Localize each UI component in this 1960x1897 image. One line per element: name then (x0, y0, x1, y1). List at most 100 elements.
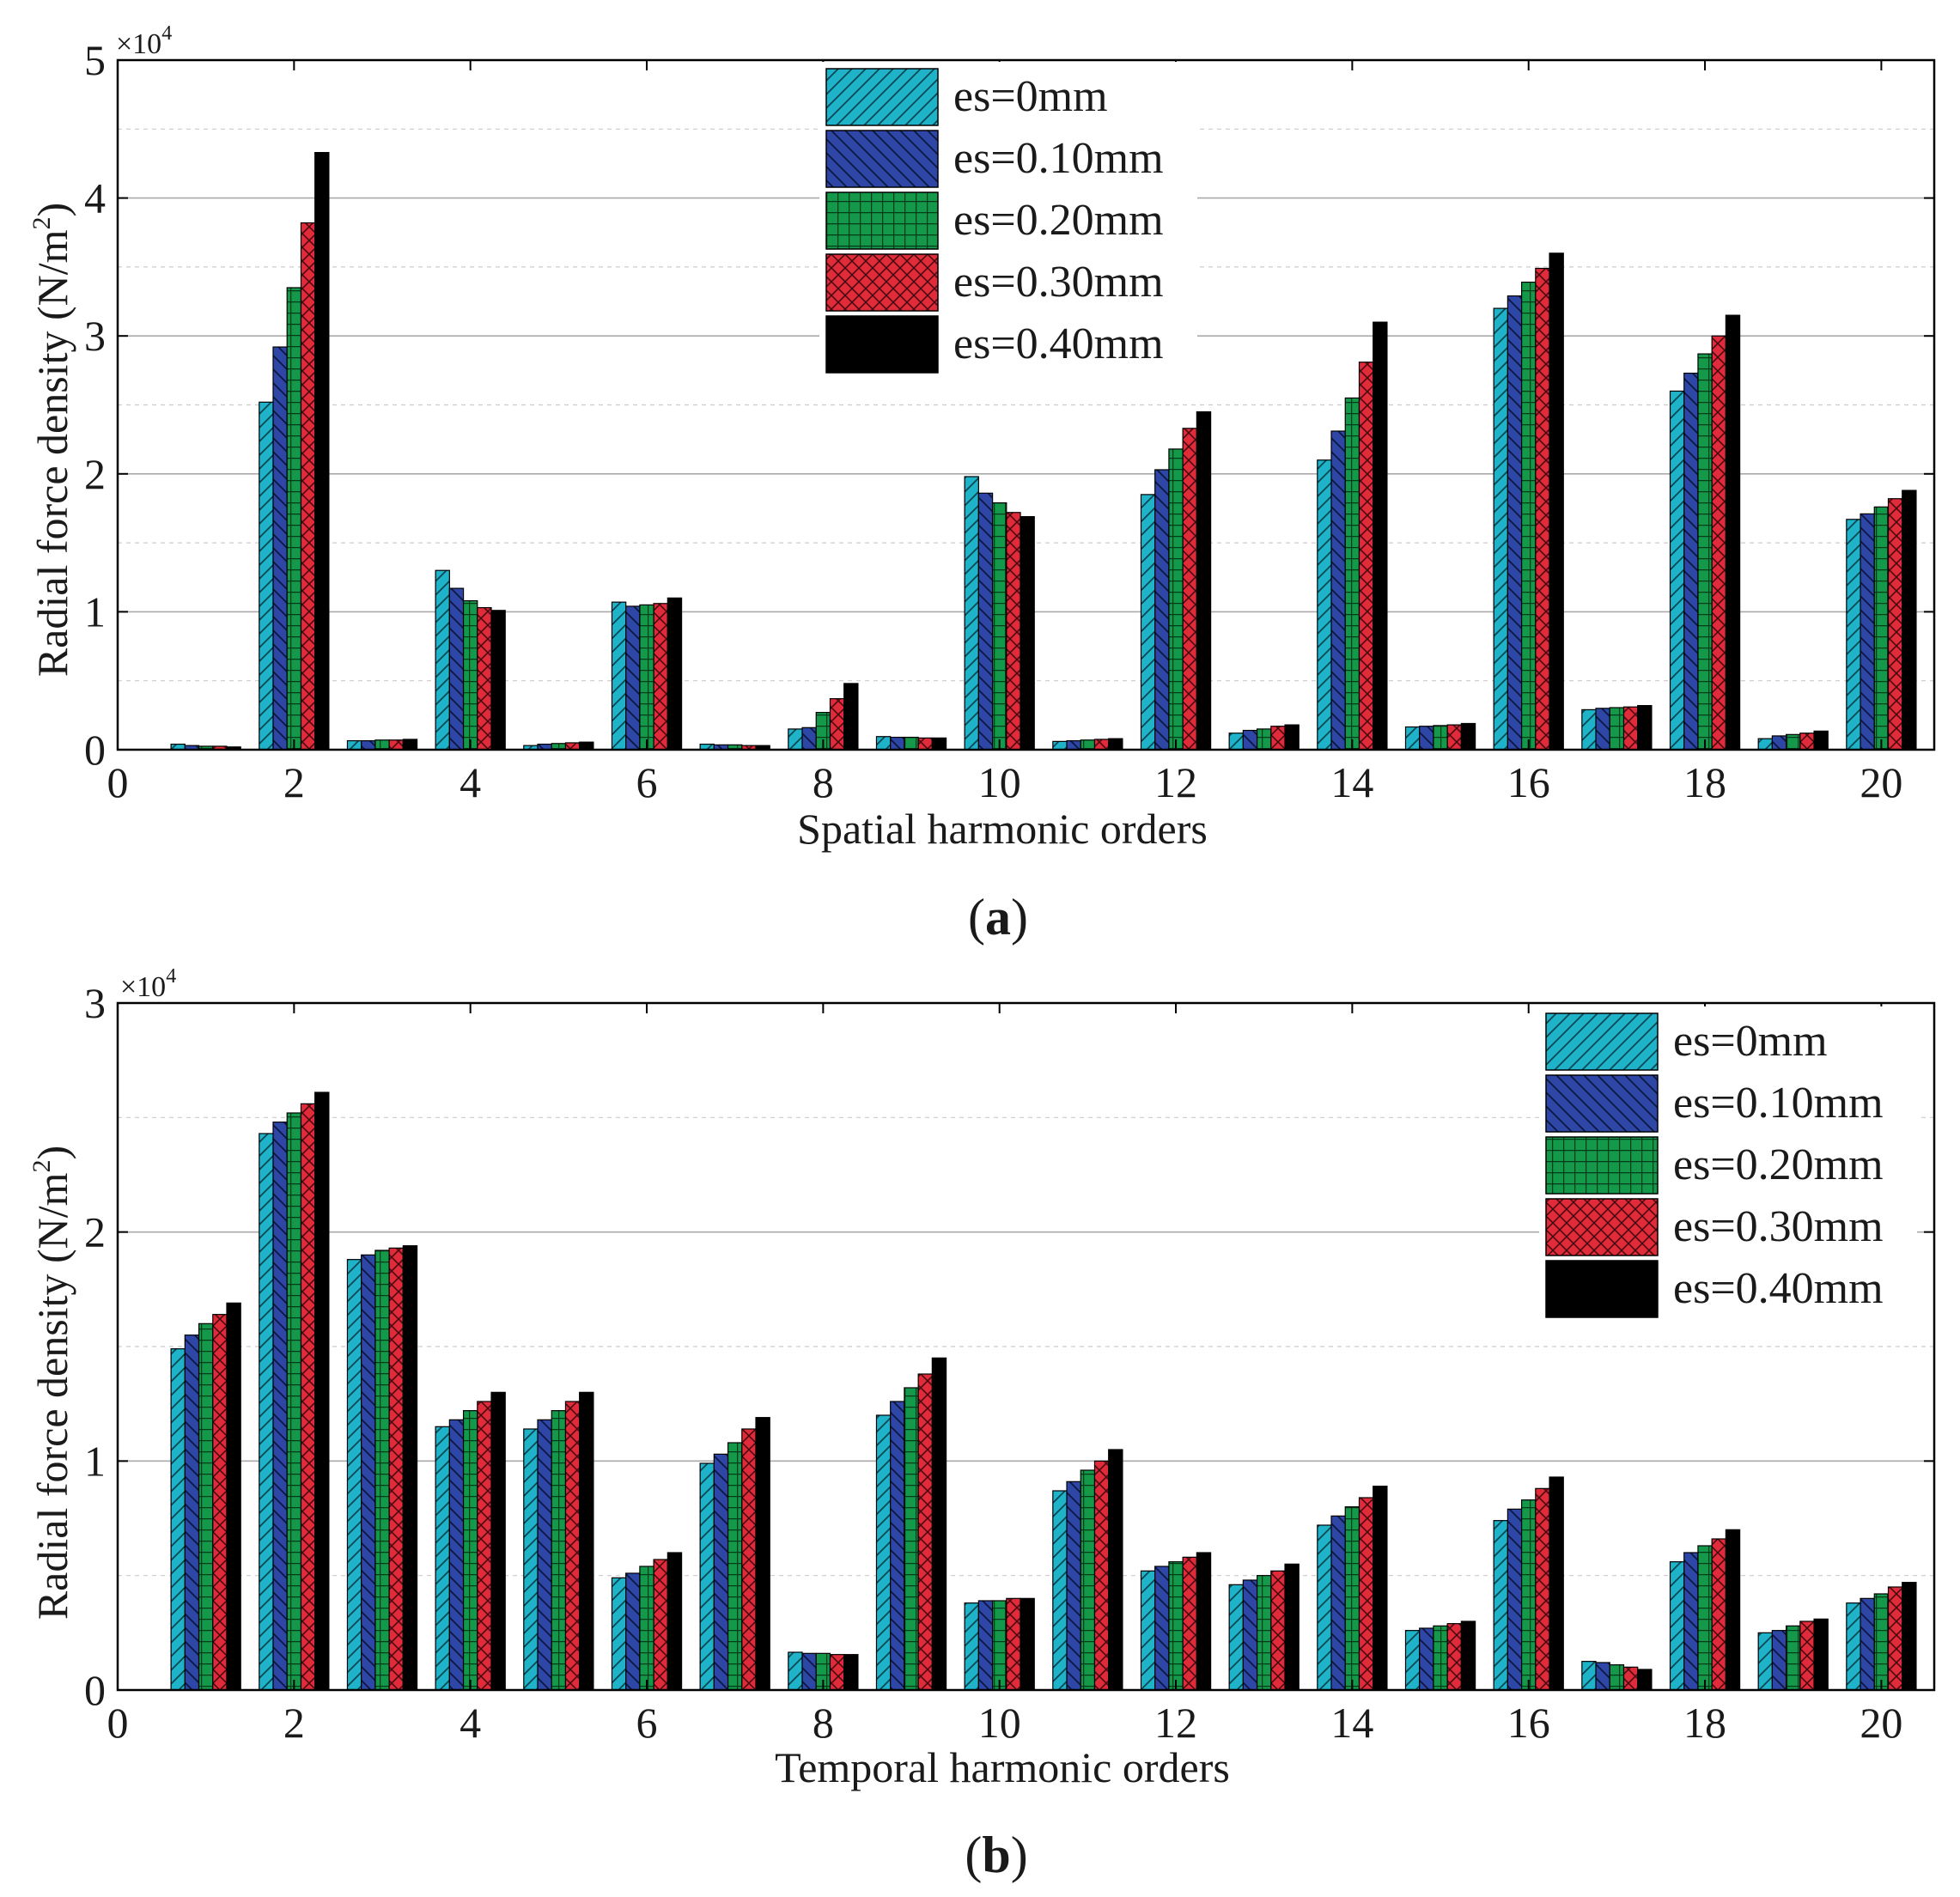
bar-es0mm-h5 (523, 1428, 539, 1691)
x-tick-label: 16 (1507, 758, 1550, 806)
legend-label: es=0.10mm (953, 134, 1164, 183)
bar-es040mm-h20 (1902, 489, 1917, 751)
bar-es040mm-h2 (314, 1091, 330, 1691)
bar-es020mm-h14 (1344, 397, 1360, 751)
bar-es020mm-h14 (1344, 1506, 1360, 1691)
bar-es0mm-h19 (1757, 1632, 1773, 1691)
legend-swatch (1545, 1198, 1659, 1256)
bar-es0mm-h18 (1669, 390, 1685, 751)
bar-es010mm-h14 (1330, 1515, 1346, 1691)
bar-es010mm-h8 (801, 727, 817, 751)
bar-es020mm-h12 (1168, 448, 1184, 751)
bar-es010mm-h15 (1419, 726, 1434, 751)
bar-es020mm-h19 (1786, 733, 1801, 751)
bar-es0mm-h4 (435, 569, 450, 751)
bar-es0mm-h12 (1140, 1570, 1156, 1691)
bar-es030mm-h19 (1799, 733, 1815, 751)
bar-es030mm-h5 (564, 1401, 581, 1691)
bar-es040mm-h16 (1549, 252, 1564, 751)
bar-es010mm-h8 (801, 1652, 817, 1691)
bar-es040mm-h10 (1020, 1597, 1035, 1691)
y-tick-label: 3 (84, 312, 106, 360)
bar-es040mm-h4 (490, 1391, 506, 1691)
bar-es020mm-h10 (991, 502, 1007, 751)
bar-es010mm-h17 (1595, 708, 1610, 751)
bar-es0mm-h1 (170, 1348, 186, 1691)
y-exponent-b: ×104 (120, 965, 176, 1003)
bar-es040mm-h14 (1373, 1486, 1388, 1691)
y-tick-label: 1 (84, 587, 106, 635)
bar-es040mm-h12 (1196, 1552, 1212, 1691)
grid-b (118, 1116, 1934, 1577)
bar-es020mm-h11 (1080, 739, 1096, 751)
bar-es010mm-h7 (713, 1453, 729, 1691)
bar-es030mm-h13 (1270, 1570, 1286, 1691)
bar-es0mm-h20 (1846, 1602, 1861, 1691)
bar-es0mm-h9 (875, 736, 892, 751)
bar-es010mm-h2 (272, 346, 288, 751)
y-axis-title-a: Radial force density (N/m2) (27, 203, 76, 677)
bar-es040mm-h13 (1284, 1563, 1300, 1691)
bar-es030mm-h6 (653, 603, 668, 751)
bar-es030mm-h4 (477, 1401, 492, 1691)
bar-es020mm-h12 (1168, 1561, 1184, 1691)
legend-swatch (825, 192, 939, 250)
bar-es030mm-h18 (1711, 1538, 1726, 1691)
bar-es010mm-h11 (1066, 1481, 1081, 1691)
bar-es040mm-h9 (931, 737, 947, 751)
panel-label-a: (a) (968, 889, 1028, 945)
bar-es0mm-h17 (1581, 1661, 1597, 1691)
bar-es030mm-h10 (1006, 1597, 1021, 1691)
bar-es040mm-h3 (402, 1245, 418, 1691)
x-tick-label: 18 (1683, 1699, 1726, 1747)
bar-es040mm-h12 (1196, 410, 1212, 751)
bar-es0mm-h11 (1052, 1490, 1068, 1691)
bar-es040mm-h16 (1549, 1476, 1564, 1691)
bar-es030mm-h14 (1358, 1497, 1374, 1691)
legend-label: es=0.40mm (1673, 1264, 1884, 1313)
bar-es010mm-h19 (1771, 1630, 1787, 1691)
bar-es040mm-h4 (490, 610, 506, 751)
bar-es0mm-h4 (435, 1426, 450, 1691)
bar-es020mm-h11 (1080, 1469, 1096, 1691)
x-tick-label: 16 (1507, 1699, 1550, 1747)
bar-es010mm-h9 (890, 736, 905, 751)
x-tick-label: 8 (813, 1699, 834, 1747)
bar-es0mm-h14 (1317, 1524, 1332, 1691)
y-tick-label: 2 (84, 450, 106, 498)
bar-es020mm-h3 (374, 739, 390, 751)
bar-es030mm-h9 (917, 737, 933, 751)
bar-es0mm-h15 (1404, 1630, 1421, 1691)
bar-es020mm-h10 (991, 1600, 1007, 1691)
legend-label: es=0.40mm (953, 319, 1164, 368)
bar-es020mm-h6 (639, 604, 654, 751)
y-tick-label: 3 (84, 979, 106, 1027)
bar-es030mm-h8 (829, 697, 845, 751)
bar-es020mm-h20 (1873, 1593, 1890, 1691)
bar-es040mm-h13 (1284, 724, 1300, 751)
bar-es040mm-h8 (843, 683, 859, 751)
bar-es0mm-h19 (1757, 738, 1773, 751)
bar-es020mm-h9 (904, 1387, 919, 1691)
bar-es0mm-h12 (1140, 494, 1156, 751)
bar-es040mm-h11 (1108, 738, 1123, 751)
x-tick-label: 2 (283, 1699, 305, 1747)
x-tick-label: 12 (1154, 1699, 1197, 1747)
bar-es040mm-h20 (1902, 1582, 1917, 1691)
bar-es020mm-h13 (1256, 728, 1272, 751)
bar-es020mm-h16 (1521, 281, 1537, 751)
bar-es020mm-h1 (198, 1322, 214, 1691)
bar-es030mm-h4 (477, 606, 492, 751)
bar-es010mm-h16 (1507, 295, 1523, 751)
bar-es010mm-h6 (625, 1572, 641, 1691)
bar-es020mm-h15 (1433, 725, 1448, 751)
legend-swatch (1545, 1260, 1659, 1318)
x-tick-label: 20 (1860, 1699, 1902, 1747)
plot-frame-a (116, 58, 1936, 751)
bar-es0mm-h9 (875, 1414, 892, 1691)
x-tick-label: 6 (636, 758, 658, 806)
bar-es010mm-h20 (1860, 513, 1875, 751)
y-tick-label: 1 (84, 1437, 106, 1485)
bar-es0mm-h2 (259, 401, 274, 751)
